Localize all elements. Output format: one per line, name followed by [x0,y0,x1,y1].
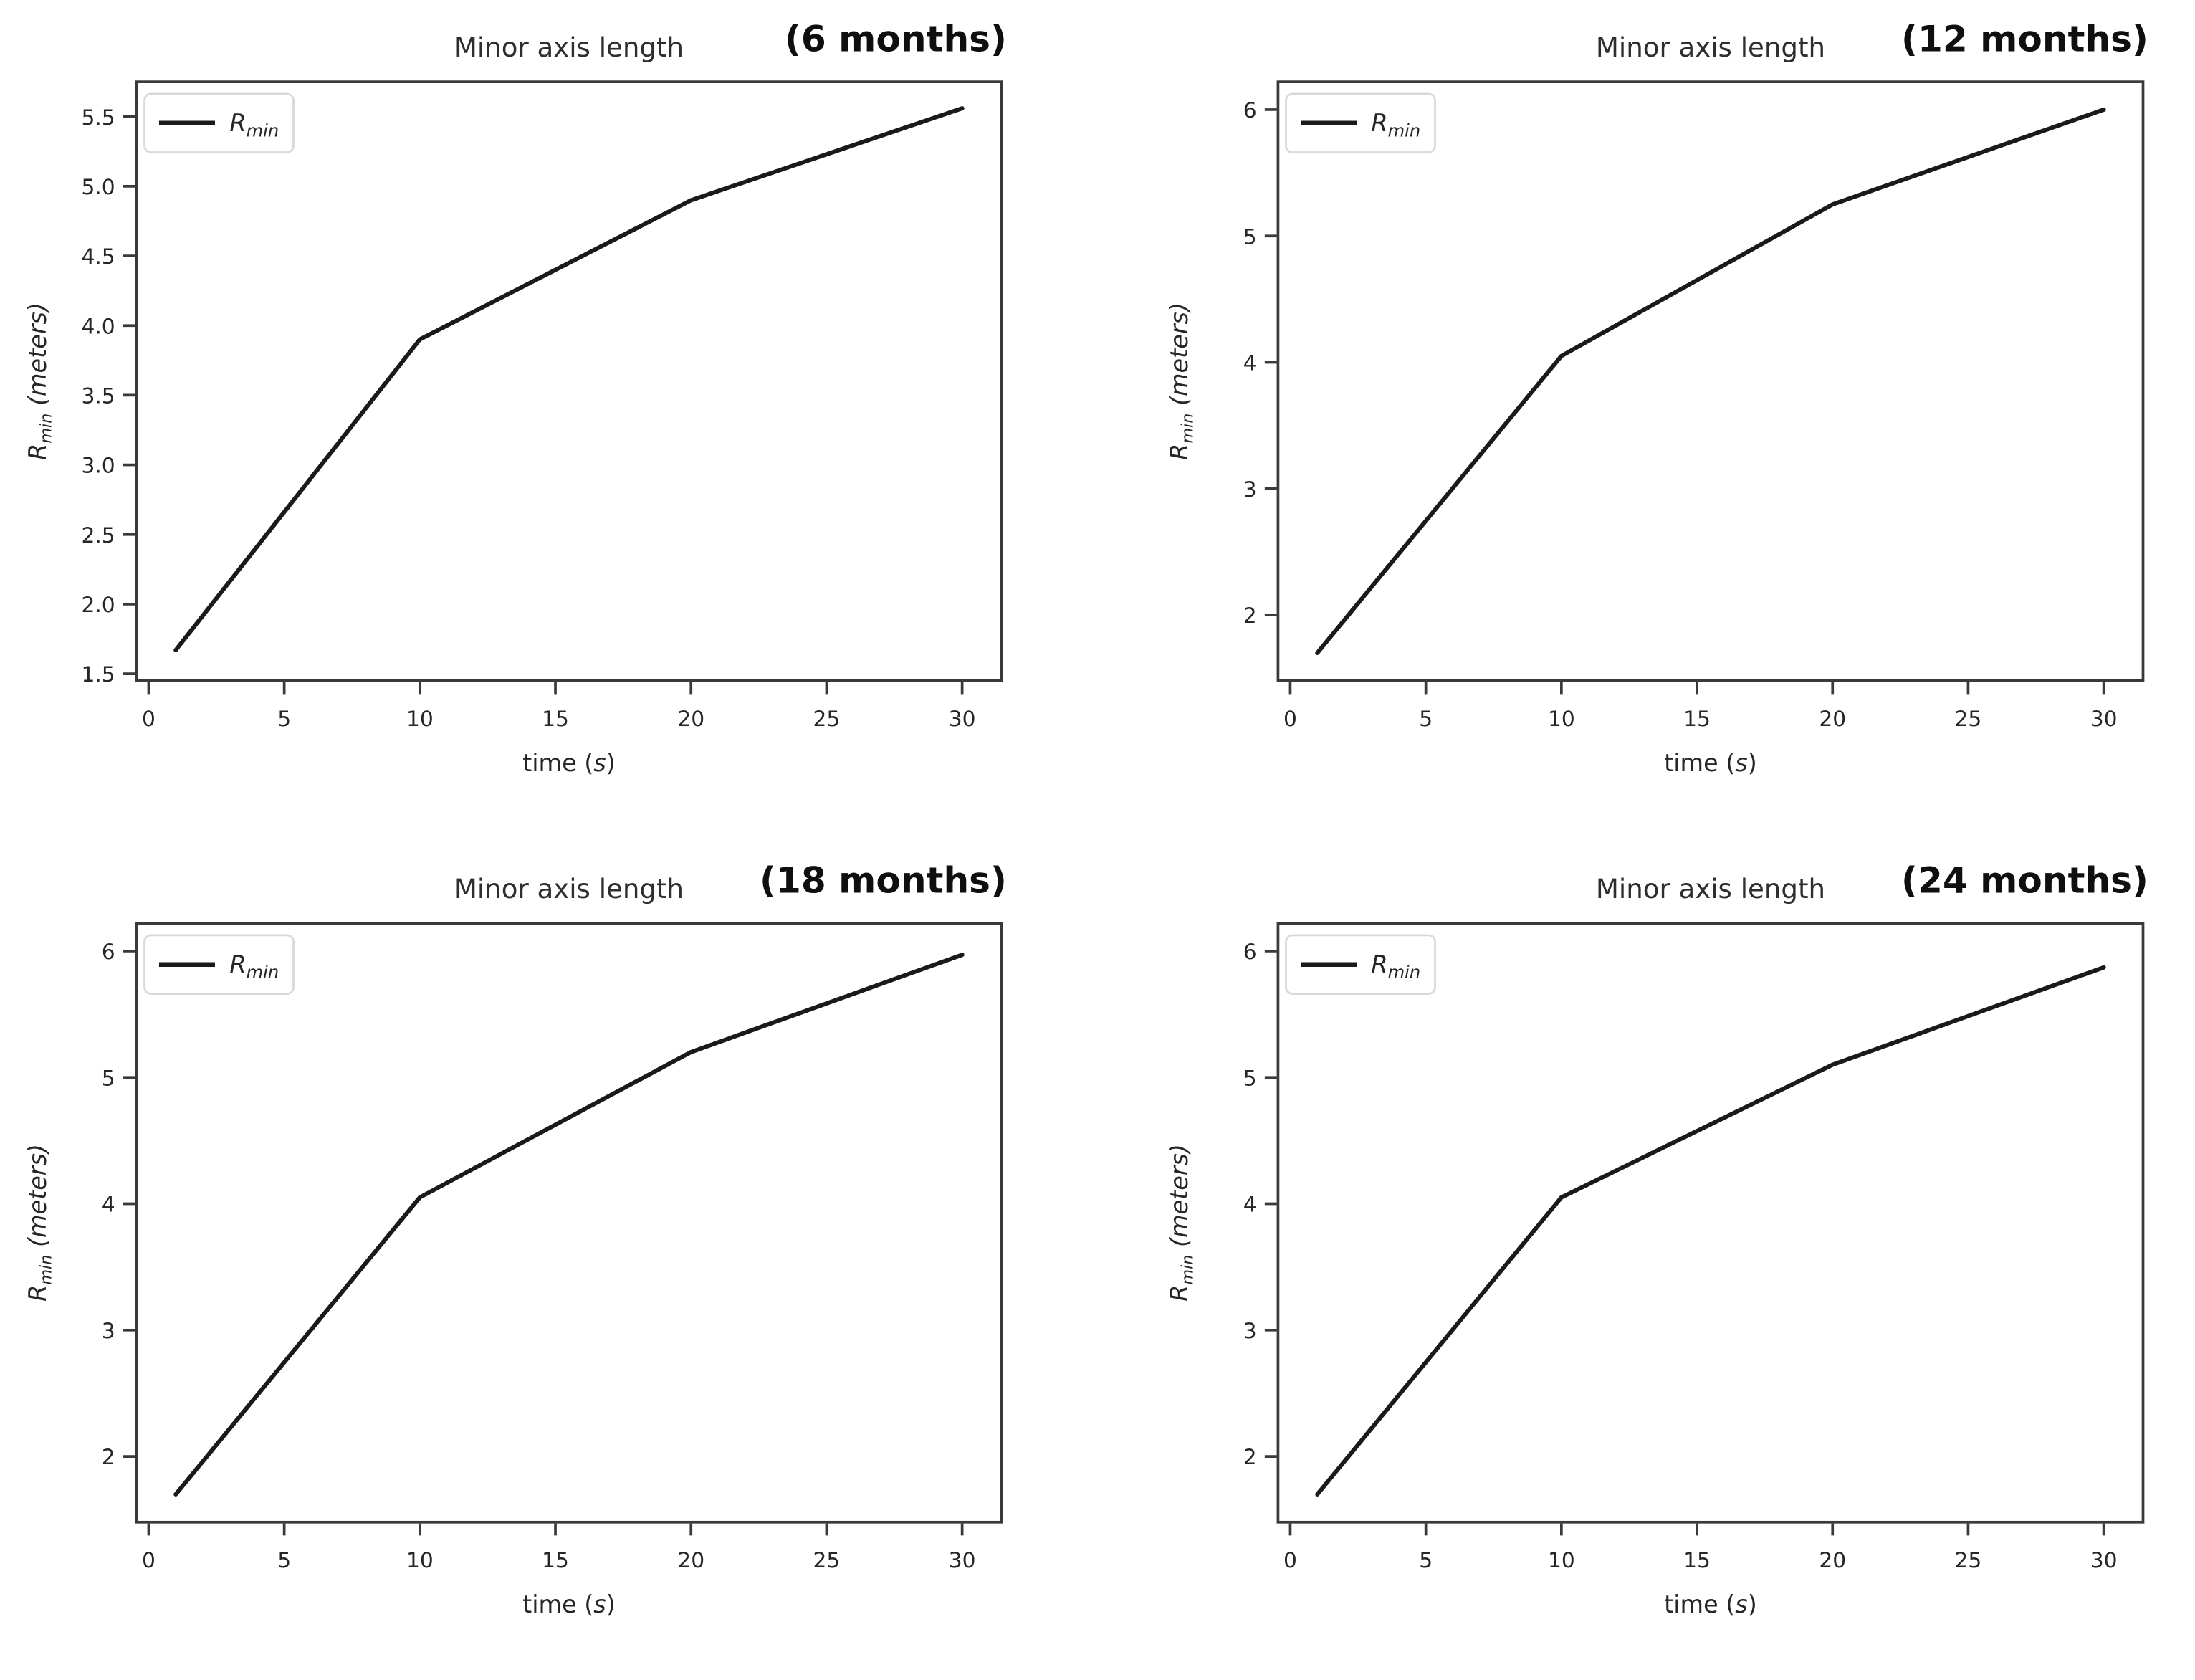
legend-label: Rmin [1371,950,1420,981]
legend-box [143,933,295,995]
y-tick-label: 4 [1243,351,1256,376]
y-tick-label: 4 [1243,1192,1256,1217]
y-tick-label: 2 [1243,603,1256,629]
y-tick-label: 1.5 [81,662,115,687]
y-axis-label: Rmin (meters) [24,1144,55,1302]
y-tick-label: 5 [102,1066,115,1091]
chart-24-months: 0 5 10 15 20 25 30 2 3 4 5 6 Minor axis length (24 mo… [1152,850,2171,1652]
y-tick-label: 4.5 [81,244,115,269]
chart-18-months: 0 5 10 15 20 25 30 2 3 4 5 6 Minor axis length (18 mo… [10,850,1030,1652]
x-tick-label: 25 [1954,1547,1981,1572]
x-tick-label: 5 [1419,1547,1433,1572]
x-tick-label: 0 [1283,707,1297,732]
y-tick-label: 5 [1243,224,1256,249]
y-tick-label: 5.5 [81,105,115,130]
x-axis-label: time (s) [1664,749,1757,777]
x-tick-label: 20 [677,1547,704,1572]
x-tick-label: 10 [406,1547,434,1572]
chart-annotation: (6 months) [785,17,1007,59]
x-tick-label: 0 [142,1547,156,1572]
legend-box [143,92,295,153]
chart-6-months-svg: 0 5 10 15 20 25 30 1.5 2.0 2.5 3.0 3.5 4.0 4.5 5.0 5.5 M… [24,17,1007,777]
x-axis-label: time (s) [522,749,616,777]
y-tick-label: 4 [102,1192,115,1217]
y-tick-label: 5.0 [81,175,115,200]
chart-6-months: 0 5 10 15 20 25 30 1.5 2.0 2.5 3.0 3.5 4.0 4.5 5.0 5.5 M… [10,9,1030,811]
x-tick-label: 20 [677,707,704,732]
legend-box [1284,933,1436,995]
chart-annotation: (18 months) [760,859,1007,901]
series-line [1314,965,2106,1497]
y-axis-label: Rmin (meters) [1165,1144,1197,1302]
x-tick-label: 15 [1683,1547,1711,1572]
chart-annotation: (12 months) [1901,17,2148,59]
y-tick-label: 5 [1243,1066,1256,1091]
chart-title: Minor axis length [454,32,684,63]
y-tick-label: 6 [102,940,115,965]
plot-area [135,80,1003,682]
x-tick-label: 30 [949,707,976,732]
x-axis-label: time (s) [522,1590,616,1618]
legend-label: Rmin [229,109,279,140]
chart-18-months-svg: 0 5 10 15 20 25 30 2 3 4 5 6 Minor axis length (18 mo… [24,859,1007,1618]
plot-area [1276,921,2144,1524]
chart-title: Minor axis length [454,873,684,904]
chart-12-months-svg: 0 5 10 15 20 25 30 2 3 4 5 6 Minor axis length (12 mo… [1165,17,2148,777]
y-tick-label: 2 [102,1445,115,1470]
x-tick-label: 15 [542,707,569,732]
x-tick-label: 0 [1283,1547,1297,1572]
y-tick-label: 3.5 [81,384,115,409]
series-line [173,952,965,1497]
chart-title: Minor axis length [1595,873,1825,904]
x-tick-label: 25 [813,707,841,732]
x-tick-label: 10 [1547,707,1574,732]
y-tick-label: 3 [102,1318,115,1343]
y-tick-label: 6 [1243,940,1256,965]
x-tick-label: 30 [2090,707,2117,732]
x-tick-label: 15 [542,1547,569,1572]
x-tick-label: 5 [277,1547,291,1572]
x-tick-label: 30 [2090,1547,2117,1572]
x-tick-label: 10 [406,707,434,732]
x-tick-label: 0 [142,707,156,732]
y-tick-label: 3.0 [81,454,115,479]
plot-area [1276,80,2144,682]
legend-label: Rmin [229,950,279,981]
plot-area [135,921,1003,1524]
y-axis-label: Rmin (meters) [1165,302,1197,460]
x-tick-label: 20 [1819,1547,1846,1572]
series-line [1314,107,2106,655]
y-tick-label: 2 [1243,1445,1256,1470]
y-tick-label: 3 [1243,1318,1256,1343]
x-tick-label: 10 [1547,1547,1574,1572]
x-tick-label: 15 [1683,707,1711,732]
x-tick-label: 25 [1954,707,1981,732]
x-tick-label: 5 [1419,707,1433,732]
chart-title: Minor axis length [1595,32,1825,63]
x-tick-label: 20 [1819,707,1846,732]
series-line [173,106,965,653]
y-axis-label: Rmin (meters) [24,302,55,460]
x-tick-label: 30 [949,1547,976,1572]
chart-12-months: 0 5 10 15 20 25 30 2 3 4 5 6 Minor axis length (12 mo… [1152,9,2171,811]
y-tick-label: 6 [1243,98,1256,123]
legend-box [1284,92,1436,153]
x-axis-label: time (s) [1664,1590,1757,1618]
chart-annotation: (24 months) [1901,859,2148,901]
legend-label: Rmin [1371,109,1420,140]
x-tick-label: 5 [277,707,291,732]
y-tick-label: 2.0 [81,593,115,618]
y-tick-label: 4.0 [81,314,115,339]
y-tick-label: 2.5 [81,523,115,548]
y-tick-label: 3 [1243,477,1256,502]
chart-24-months-svg: 0 5 10 15 20 25 30 2 3 4 5 6 Minor axis length (24 mo… [1165,859,2148,1618]
x-tick-label: 25 [813,1547,841,1572]
